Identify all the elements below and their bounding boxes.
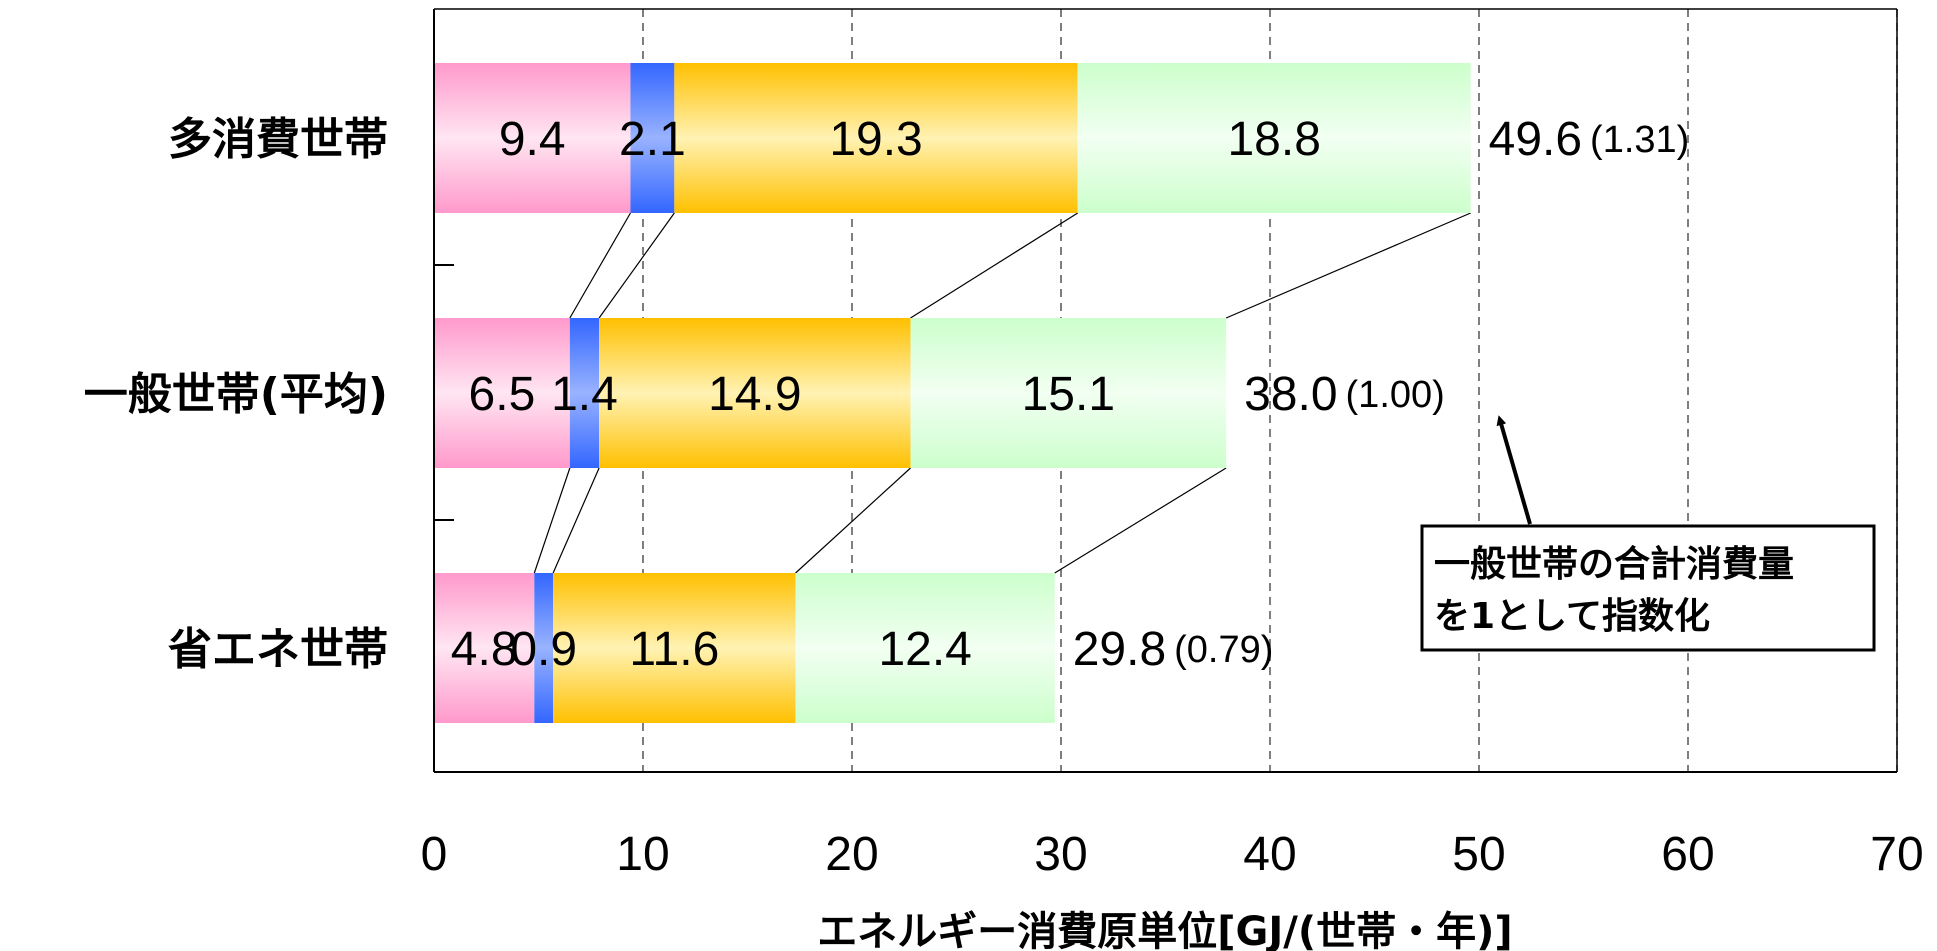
series-connector-line: [1055, 468, 1226, 573]
category-label: 多消費世帯: [168, 114, 388, 165]
index-value-label: (0.79): [1174, 629, 1273, 671]
x-tick-label: 0: [421, 828, 448, 881]
series-connector-line: [911, 213, 1078, 318]
total-value-label: 49.6: [1489, 113, 1582, 166]
category-label: 省エネ世帯: [168, 624, 388, 675]
series-connector-line: [553, 468, 599, 573]
index-value-label: (1.00): [1346, 374, 1445, 416]
index-value-label: (1.31): [1590, 119, 1689, 161]
x-tick-label: 30: [1034, 828, 1087, 881]
x-tick-label: 20: [825, 828, 878, 881]
segment-value-label: 19.3: [829, 113, 922, 166]
series-connector-line: [570, 213, 631, 318]
segment-value-label: 18.8: [1227, 113, 1320, 166]
segment-value-label: 12.4: [878, 623, 971, 676]
x-tick-label: 10: [616, 828, 669, 881]
category-label: 一般世帯(平均): [84, 369, 388, 420]
segment-value-label: 1.4: [551, 368, 618, 421]
annotation-text: 一般世帯の合計消費量: [1434, 544, 1794, 585]
x-tick-label: 60: [1661, 828, 1714, 881]
x-tick-label: 70: [1870, 828, 1923, 881]
segment-value-label: 11.6: [629, 623, 719, 676]
segment-value-label: 0.9: [510, 623, 577, 676]
x-tick-label: 40: [1243, 828, 1296, 881]
series-connector-line: [534, 468, 570, 573]
segment-value-label: 15.1: [1022, 368, 1115, 421]
segment-value-label: 2.1: [619, 113, 686, 166]
x-tick-label: 50: [1452, 828, 1505, 881]
series-connector-line: [796, 468, 911, 573]
annotation-arrow: [1500, 420, 1530, 524]
segment-value-label: 4.8: [451, 623, 518, 676]
segment-value-label: 14.9: [708, 368, 801, 421]
series-connector-line: [1226, 213, 1471, 318]
segment-value-label: 9.4: [499, 113, 566, 166]
total-value-label: 29.8: [1073, 623, 1166, 676]
x-axis-title: エネルギー消費原単位[GJ/(世帯・年)]: [817, 909, 1512, 951]
total-value-label: 38.0: [1244, 368, 1337, 421]
series-connector-line: [599, 213, 674, 318]
segment-value-label: 6.5: [469, 368, 536, 421]
annotation-text: を1として指数化: [1434, 596, 1710, 637]
